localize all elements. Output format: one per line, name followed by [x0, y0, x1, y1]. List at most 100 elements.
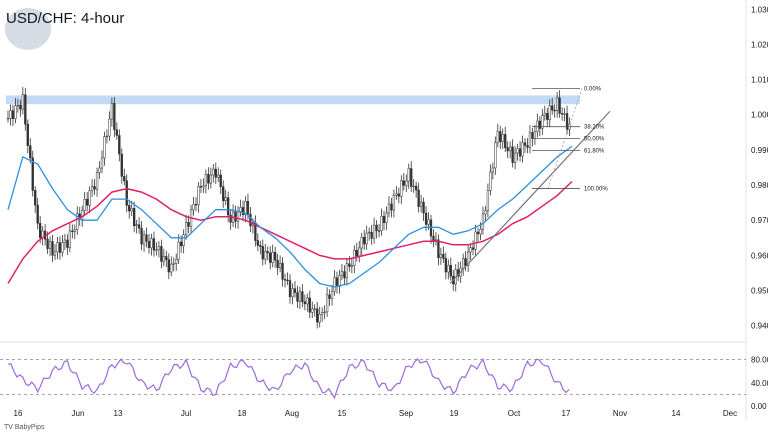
price-tick-label: 1.0000	[751, 111, 768, 120]
candle-body	[152, 238, 156, 251]
candle-body	[390, 203, 393, 211]
candle-body	[246, 200, 250, 215]
candle-body	[298, 291, 302, 302]
candle-body	[350, 265, 353, 267]
candle-body	[177, 241, 180, 260]
candle-body	[222, 186, 225, 202]
candle-body	[212, 168, 215, 176]
candle-body	[318, 313, 321, 323]
candle-body	[442, 253, 445, 259]
candle-body	[422, 201, 425, 214]
candle-body	[486, 190, 490, 211]
candle-body	[345, 263, 349, 279]
chart-title: USD/CHF: 4-hour	[6, 10, 125, 27]
candle-body	[165, 256, 168, 260]
candle-body	[187, 222, 190, 227]
candle-body	[76, 213, 79, 230]
fib-level-label: 50.00%	[584, 137, 605, 143]
candle-body	[130, 208, 133, 212]
grid	[0, 0, 747, 420]
candle-body	[286, 279, 289, 282]
candle-body	[397, 193, 400, 197]
candle-body	[16, 104, 20, 107]
time-tick-label: 14	[672, 409, 681, 418]
candle-body	[469, 247, 472, 253]
rsi-panel	[0, 357, 746, 400]
candle-body	[46, 238, 49, 249]
candle-body	[291, 288, 294, 298]
candle-body	[36, 204, 39, 224]
candle-body	[407, 168, 410, 182]
candle-body	[415, 185, 418, 191]
candle-body	[501, 134, 504, 142]
candle-body	[180, 241, 183, 247]
candle-body	[207, 173, 210, 184]
candle-body	[412, 185, 415, 188]
candle-body	[338, 275, 341, 287]
candle-body	[385, 212, 388, 224]
candle-body	[182, 234, 185, 247]
candle-body	[224, 197, 227, 202]
candle-body	[429, 219, 433, 237]
candle-body	[489, 171, 492, 191]
candle-body	[546, 113, 549, 120]
candle-body	[293, 288, 297, 293]
candle-body	[71, 230, 74, 232]
candle-body	[368, 231, 371, 234]
candle-body	[234, 211, 237, 222]
candle-body	[160, 246, 163, 262]
candle-body	[31, 157, 34, 191]
time-tick-label: 18	[238, 409, 247, 418]
candle-body	[63, 239, 67, 244]
candle-body	[538, 120, 541, 129]
candle-body	[360, 237, 363, 249]
candle-body	[19, 104, 22, 110]
candle-body	[105, 135, 109, 138]
candle-body	[462, 258, 465, 269]
candle-body	[53, 251, 57, 256]
candle-body	[382, 216, 386, 224]
candle-body	[39, 223, 42, 238]
candle-body	[259, 245, 262, 247]
candle-body	[217, 174, 220, 178]
price-tick-label: 0.9800	[751, 181, 768, 190]
candle-body	[476, 231, 480, 235]
candle-body	[239, 207, 242, 212]
candle-body	[261, 246, 264, 260]
candle-body	[375, 224, 378, 231]
candle-body	[541, 115, 544, 129]
candle-body	[316, 308, 319, 323]
candle-body	[511, 146, 514, 163]
candle-body	[6, 118, 10, 120]
rising-trendline	[449, 110, 611, 284]
candle-body	[449, 265, 452, 277]
candle-body	[400, 180, 403, 197]
candle-body	[518, 148, 522, 157]
watermark: TV BabyPips	[4, 424, 45, 431]
candle-body	[466, 251, 470, 266]
candle-body	[328, 294, 331, 299]
candle-body	[321, 312, 324, 315]
candle-body	[11, 110, 15, 119]
candle-body	[325, 294, 329, 313]
time-tick-label: Sep	[399, 409, 414, 418]
candle-body	[506, 147, 509, 152]
candle-body	[214, 168, 217, 178]
candle-body	[432, 235, 435, 241]
candle-body	[417, 189, 420, 207]
price-tick-label: 0.9400	[751, 322, 768, 331]
candle-body	[370, 231, 373, 239]
candle-body	[170, 263, 173, 273]
candle-body	[34, 190, 37, 206]
candle-body	[142, 234, 146, 245]
time-tick-label: 13	[114, 409, 123, 418]
candle-body	[88, 190, 91, 206]
candle-body	[68, 230, 71, 248]
candle-body	[108, 118, 111, 137]
candle-body	[551, 105, 554, 111]
price-tick-label: 1.0200	[751, 40, 768, 49]
candle-body	[499, 131, 502, 142]
candle-body	[227, 197, 230, 216]
candle-body	[447, 265, 450, 273]
